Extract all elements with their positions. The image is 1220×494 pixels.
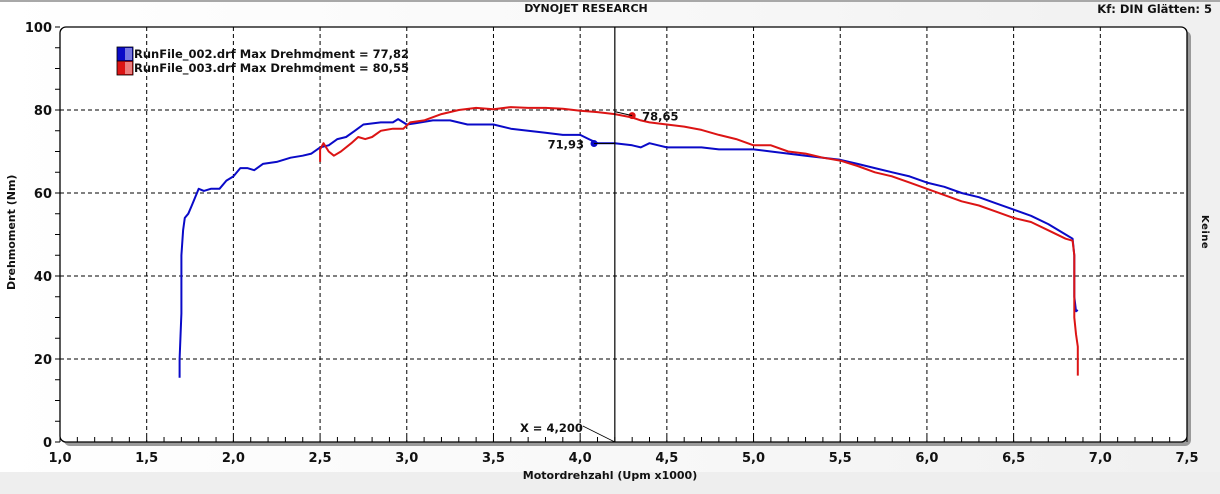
legend-label-2: RunFile_003.drf Max Drehmoment = 80,55 [134,61,409,76]
y-tick-label: 40 [34,270,52,285]
legend-label-1: RunFile_002.drf Max Drehmoment = 77,82 [134,47,409,62]
x-tick-label: 6,5 [1002,451,1025,466]
x-tick-label: 1,0 [48,451,71,466]
marker-value-label: 78,65 [642,110,678,124]
x-tick-label: 6,0 [915,451,938,466]
secondary-axis-label: Keine [1199,215,1210,250]
x-tick-label: 2,5 [309,451,332,466]
y-tick-label: 100 [25,21,52,36]
top-border [0,0,1220,2]
x-tick-label: 1,5 [135,451,158,466]
axis-ticks [55,26,1188,443]
legend-swatch-highlight [125,62,132,74]
y-tick-label: 60 [34,187,52,202]
marker-value-label: 71,93 [548,137,584,151]
marker-leader [614,111,633,117]
legend: RunFile_002.drf Max Drehmoment = 77,82Ru… [116,46,409,76]
x-tick-label: 2,0 [222,451,245,466]
grid-lines [60,27,1187,442]
x-tick-label: 5,0 [742,451,765,466]
y-tick-label: 0 [43,436,52,451]
plot-area [59,26,1188,443]
y-tick-label: 20 [34,353,52,368]
legend-swatch-2 [116,60,134,76]
data-series [178,106,1079,378]
x-axis-label: Motordrehzahl (Upm x1000) [522,469,698,482]
x-tick-label: 3,5 [482,451,505,466]
bottom-strip [0,472,1220,494]
x-tick-label: 3,0 [395,451,418,466]
x-tick-label: 4,0 [569,451,592,466]
x-tick-label: 4,5 [655,451,678,466]
settings-status: Kf: DIN Glätten: 5 [1097,2,1212,16]
plot-border [59,26,1188,443]
cursor-line[interactable]: X = 4,200 71,93 78,65 [520,27,679,443]
cursor-x-label: X = 4,200 [520,421,583,435]
legend-swatch-highlight [125,48,132,60]
y-tick-labels: 0 20 40 60 80 100 [25,21,52,451]
series-line-1 [178,118,1079,378]
series-line-2 [319,106,1079,376]
x-tick-label: 5,5 [829,451,852,466]
x-tick-label: 7,0 [1089,451,1112,466]
chart-title: DYNOJET RESEARCH [524,2,648,15]
cursor-label-leader [582,425,616,443]
y-tick-label: 80 [34,104,52,119]
x-tick-labels: 1,0 1,5 2,0 2,5 3,0 3,5 4,0 4,5 5,0 5,5 6,0 6,5 7,0 7… [48,451,1198,466]
x-tick-label: 7,5 [1175,451,1198,466]
